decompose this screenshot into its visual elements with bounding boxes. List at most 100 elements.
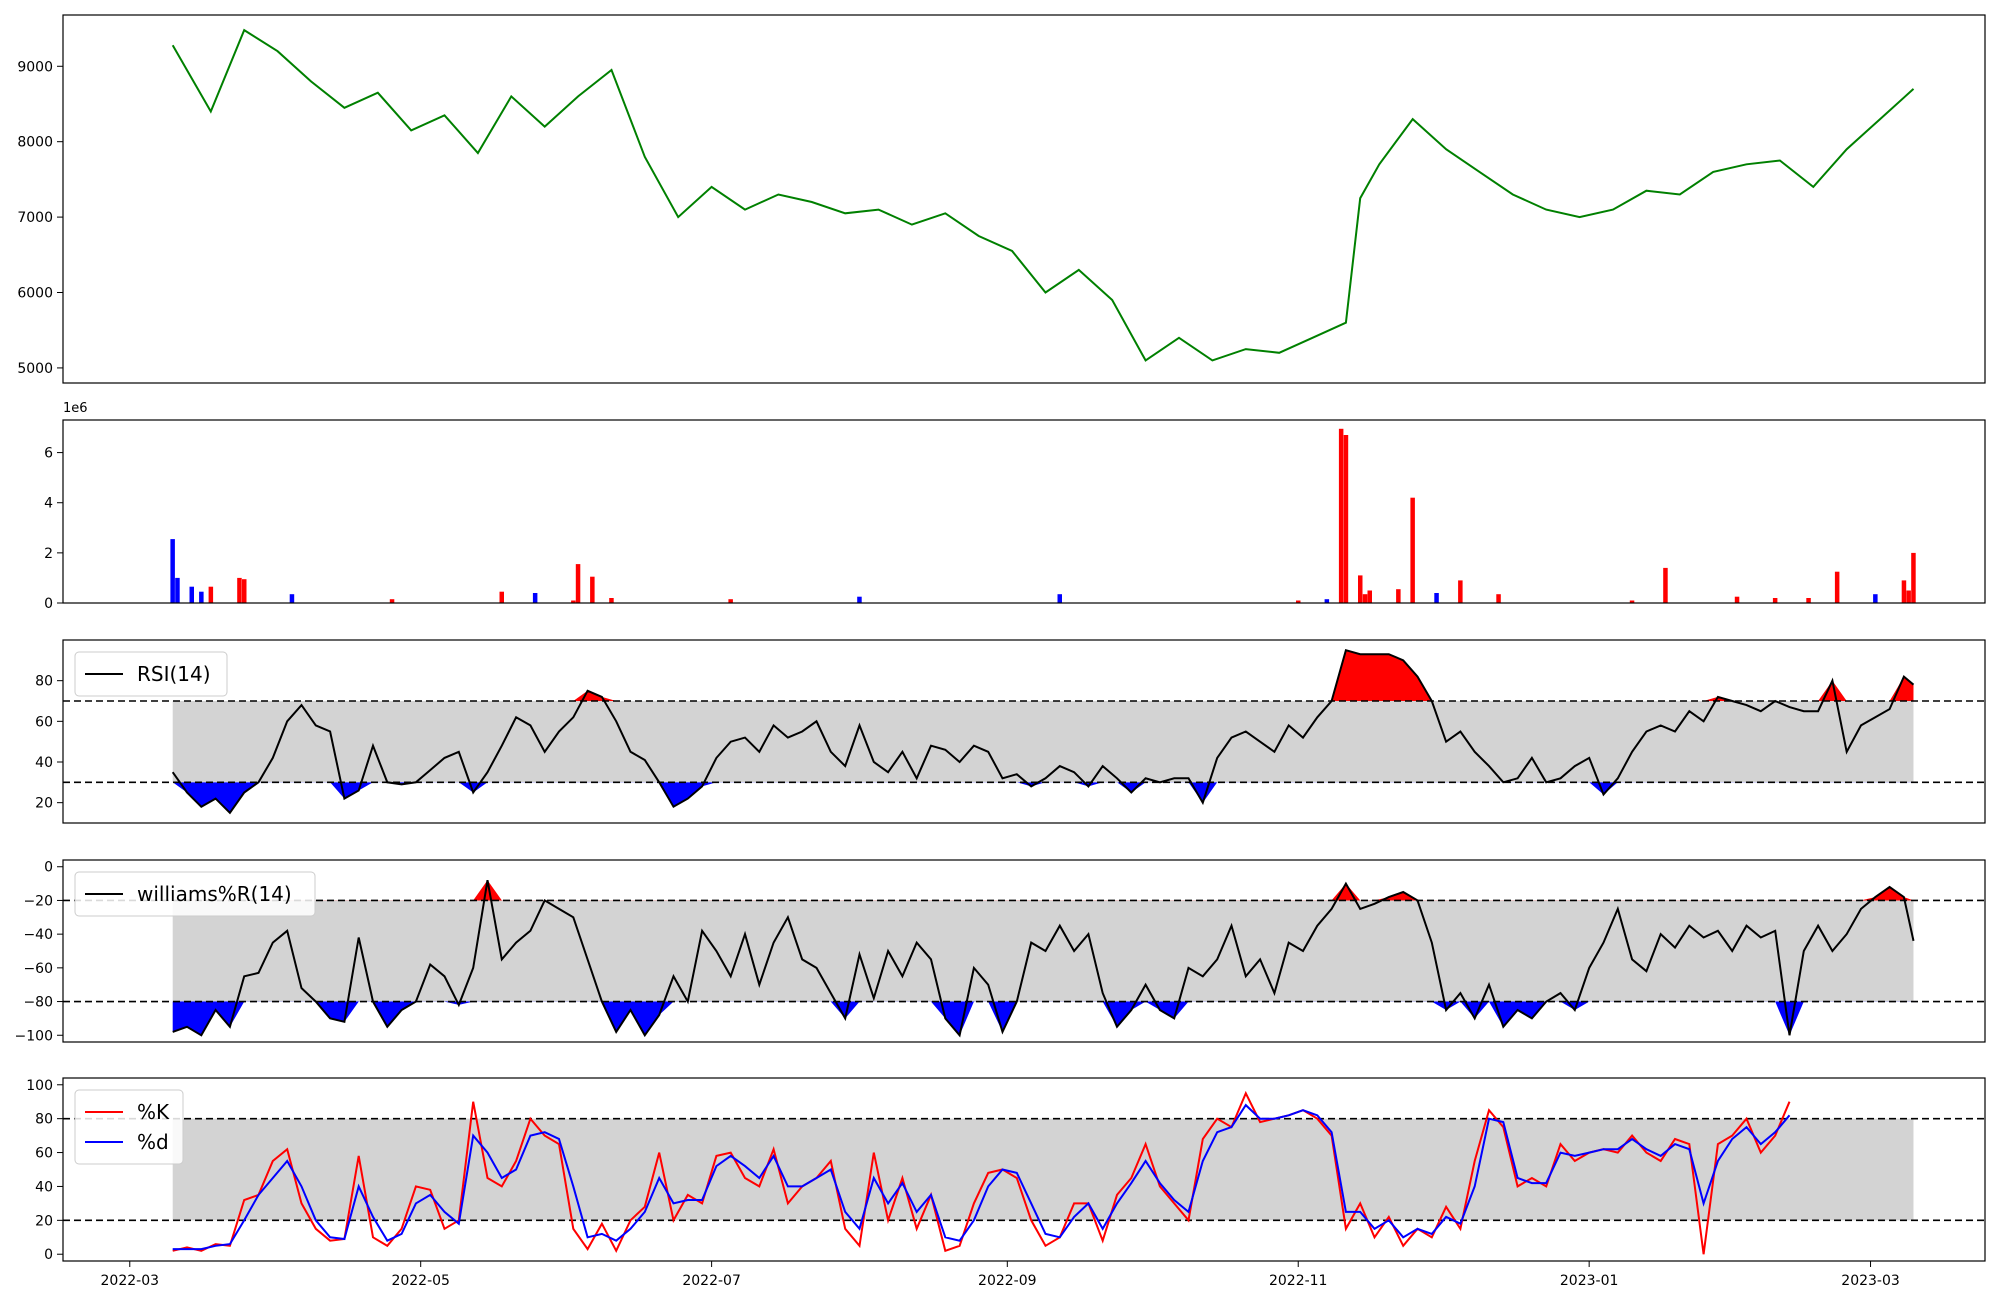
volume-bar <box>1343 435 1349 603</box>
y-tick-label: 60 <box>35 714 53 730</box>
y-tick-label: 6000 <box>17 286 53 302</box>
y-tick-label: 0 <box>44 596 53 612</box>
x-tick-label: 2022-07 <box>682 1273 741 1289</box>
volume-bar <box>175 577 180 603</box>
volume-bar <box>499 591 504 603</box>
volume-bar <box>1734 596 1740 603</box>
legend-label: %d <box>137 1130 169 1154</box>
x-tick-label: 2022-03 <box>101 1273 160 1289</box>
y-tick-label: 80 <box>35 1112 53 1128</box>
volume-bar <box>1906 590 1911 603</box>
volume-bar <box>1396 589 1401 603</box>
y-tick-label: 40 <box>35 755 53 771</box>
volume-bar <box>728 599 733 603</box>
x-tick-label: 2022-05 <box>391 1273 450 1289</box>
axes-frame <box>62 639 1986 824</box>
y-tick-label: −40 <box>23 927 53 943</box>
volume-bar <box>1873 594 1878 603</box>
y-tick-label: 4 <box>44 496 53 512</box>
legend-box <box>74 871 316 917</box>
volume-bar <box>1629 600 1635 603</box>
volume-bar <box>1362 594 1368 603</box>
y-tick-label: 8000 <box>17 135 53 151</box>
y-tick-label: 20 <box>35 796 53 812</box>
y-tick-label: 100 <box>26 1078 53 1094</box>
volume-bar <box>237 577 242 603</box>
y-tick-label: −60 <box>23 961 53 977</box>
volume-bar <box>590 576 595 603</box>
volume-bar <box>289 594 295 603</box>
x-axis: 2022-03 2022-05 2022-07 2022-09 2022-11 2023-… <box>101 1261 1900 1289</box>
legend-label: %K <box>137 1100 170 1124</box>
williams-line <box>172 880 1915 1038</box>
oversold-fill <box>172 782 1914 813</box>
rsi-panel: 20 40 60 80 RSI(14) <box>35 639 1986 824</box>
y-tick-label: 0 <box>44 860 53 876</box>
volume-bar <box>575 564 581 603</box>
y-tick-label: 0 <box>44 1247 53 1263</box>
y-offset-label: 1e6 <box>63 401 88 416</box>
y-tick-label: 60 <box>35 1146 53 1162</box>
volume-bar <box>1901 580 1907 603</box>
legend-box <box>74 651 228 697</box>
volume-bar <box>1834 571 1840 603</box>
y-tick-label: 20 <box>35 1213 53 1229</box>
stochastic-panel: 0 20 40 60 80 100 %K %d <box>26 1077 1986 1263</box>
volume-bar <box>571 600 576 603</box>
volume-bar <box>389 599 395 603</box>
y-tick-label: 40 <box>35 1179 53 1195</box>
volume-bar <box>1338 428 1344 603</box>
y-tick-label: 6 <box>44 446 53 462</box>
volume-bar <box>609 598 614 603</box>
neutral-band <box>172 1118 1914 1221</box>
y-tick-label: −80 <box>23 995 53 1011</box>
volume-bar <box>1296 600 1301 603</box>
axes-frame <box>62 1077 1986 1262</box>
y-tick-label: 80 <box>35 674 53 690</box>
volume-bar <box>1358 575 1363 603</box>
axes-frame <box>62 859 1986 1043</box>
legend-label: RSI(14) <box>137 662 211 686</box>
price-line <box>171 28 1915 362</box>
volume-panel: 0 2 4 6 1e6 <box>44 401 1986 612</box>
volume-bar <box>1324 599 1330 603</box>
y-tick-label: −20 <box>23 893 53 909</box>
williams-panel: 0 −20 −40 −60 −80 −100 williams%R(14) <box>15 859 1986 1044</box>
volume-bar <box>1367 590 1372 603</box>
x-tick-label: 2023-01 <box>1560 1273 1619 1289</box>
x-tick-label: 2022-09 <box>978 1273 1037 1289</box>
volume-bar <box>1911 552 1916 603</box>
y-tick-label: 7000 <box>17 210 53 226</box>
axes-frame <box>62 14 1986 384</box>
volume-bar <box>1410 497 1415 603</box>
volume-bar <box>1663 567 1668 603</box>
y-tick-label: 2 <box>44 546 53 562</box>
y-tick-label: −100 <box>15 1028 53 1044</box>
legend-box <box>74 1089 184 1165</box>
price-panel: 5000 6000 7000 8000 9000 <box>17 14 1986 384</box>
x-tick-label: 2023-03 <box>1841 1273 1900 1289</box>
axes-frame <box>62 419 1986 604</box>
volume-bar <box>1772 598 1778 603</box>
x-tick-label: 2022-11 <box>1269 1273 1328 1289</box>
volume-bar <box>1434 593 1439 603</box>
neutral-band <box>172 701 1914 783</box>
y-tick-label: 9000 <box>17 59 53 75</box>
volume-bar <box>170 539 175 603</box>
volume-bar <box>208 586 214 603</box>
volume-bar <box>1057 594 1062 603</box>
volume-bar <box>189 586 194 603</box>
volume-bar <box>199 591 204 603</box>
neutral-band <box>172 900 1914 1002</box>
volume-bar <box>857 596 862 603</box>
volume-bar <box>242 579 247 603</box>
percent-k-line <box>172 1090 1791 1255</box>
y-tick-label: 5000 <box>17 361 53 377</box>
rsi-line <box>171 648 1915 815</box>
legend-label: williams%R(14) <box>137 882 292 906</box>
volume-bar <box>1496 594 1501 603</box>
volume-bar <box>1458 580 1463 603</box>
volume-bar <box>1806 598 1811 603</box>
